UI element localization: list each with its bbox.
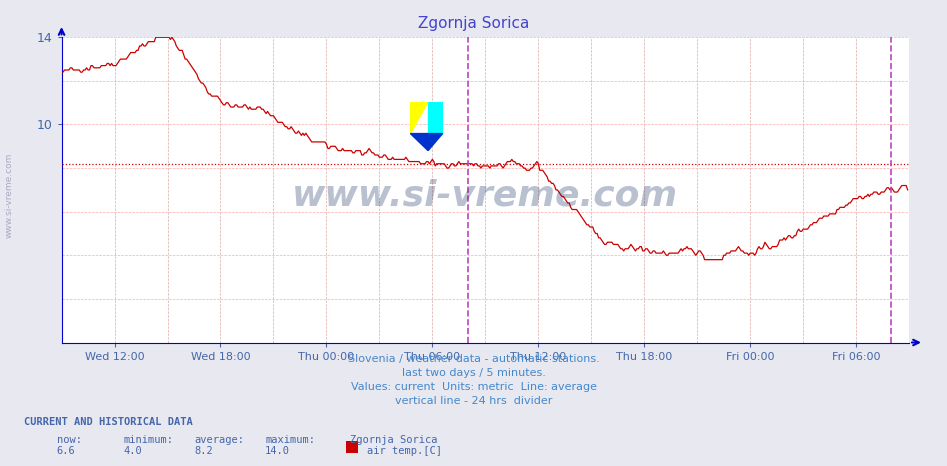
Text: 6.6: 6.6	[57, 446, 76, 456]
Text: Slovenia / weather data - automatic stations.: Slovenia / weather data - automatic stat…	[348, 354, 599, 364]
Text: last two days / 5 minutes.: last two days / 5 minutes.	[402, 368, 545, 378]
Text: 8.2: 8.2	[194, 446, 213, 456]
Text: air temp.[C]: air temp.[C]	[367, 446, 442, 456]
Text: Values: current  Units: metric  Line: average: Values: current Units: metric Line: aver…	[350, 382, 597, 392]
Text: 14.0: 14.0	[265, 446, 290, 456]
Text: CURRENT AND HISTORICAL DATA: CURRENT AND HISTORICAL DATA	[24, 417, 192, 427]
Text: vertical line - 24 hrs  divider: vertical line - 24 hrs divider	[395, 396, 552, 406]
Text: average:: average:	[194, 435, 244, 445]
Text: Zgornja Sorica: Zgornja Sorica	[350, 435, 438, 445]
Text: now:: now:	[57, 435, 81, 445]
Text: www.si-vreme.com: www.si-vreme.com	[293, 179, 678, 213]
Text: maximum:: maximum:	[265, 435, 315, 445]
Text: www.si-vreme.com: www.si-vreme.com	[5, 153, 14, 239]
Text: Zgornja Sorica: Zgornja Sorica	[418, 16, 529, 31]
Text: 4.0: 4.0	[123, 446, 142, 456]
Text: minimum:: minimum:	[123, 435, 173, 445]
